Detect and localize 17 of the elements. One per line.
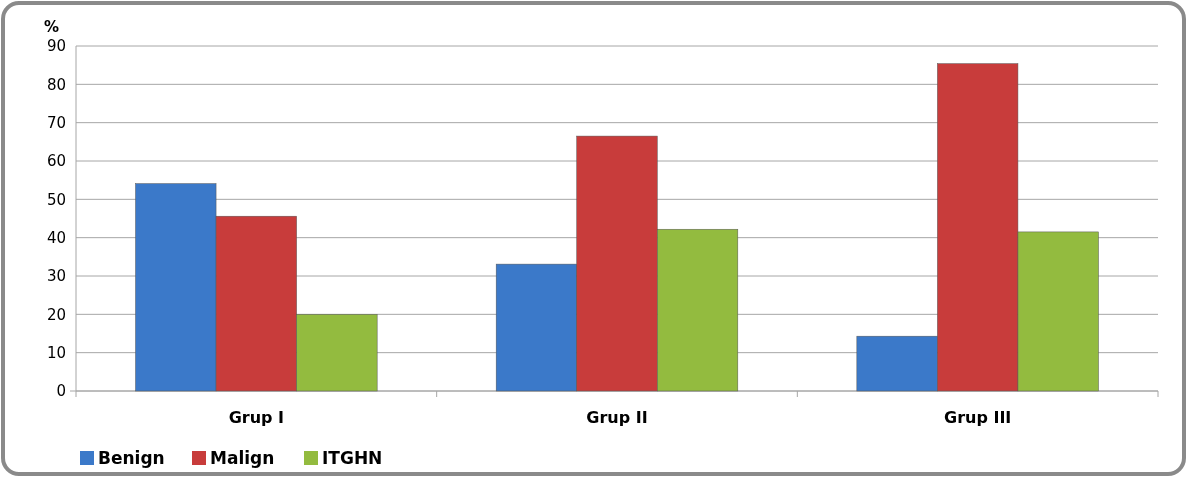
- y-tick-label: 40: [46, 228, 66, 247]
- y-tick-label: 10: [46, 343, 66, 362]
- y-tick-label: 60: [46, 152, 66, 171]
- y-tick-label: 80: [46, 75, 66, 94]
- legend-label: ITGHN: [322, 447, 383, 468]
- x-tick-label: Grup II: [586, 408, 648, 427]
- y-axis-title: %: [44, 18, 60, 36]
- x-tick-label: Grup III: [944, 408, 1012, 427]
- x-tick-label: Grup I: [228, 408, 285, 427]
- legend-label: Benign: [98, 447, 165, 468]
- y-tick-label: 50: [46, 190, 66, 209]
- y-tick-label: 70: [46, 113, 66, 132]
- y-tick-label: 30: [46, 267, 66, 286]
- legend-label: Malign: [210, 447, 275, 468]
- y-tick-label: 20: [46, 305, 66, 324]
- y-tick-label: 90: [46, 37, 66, 56]
- y-tick-label: 0: [56, 382, 66, 401]
